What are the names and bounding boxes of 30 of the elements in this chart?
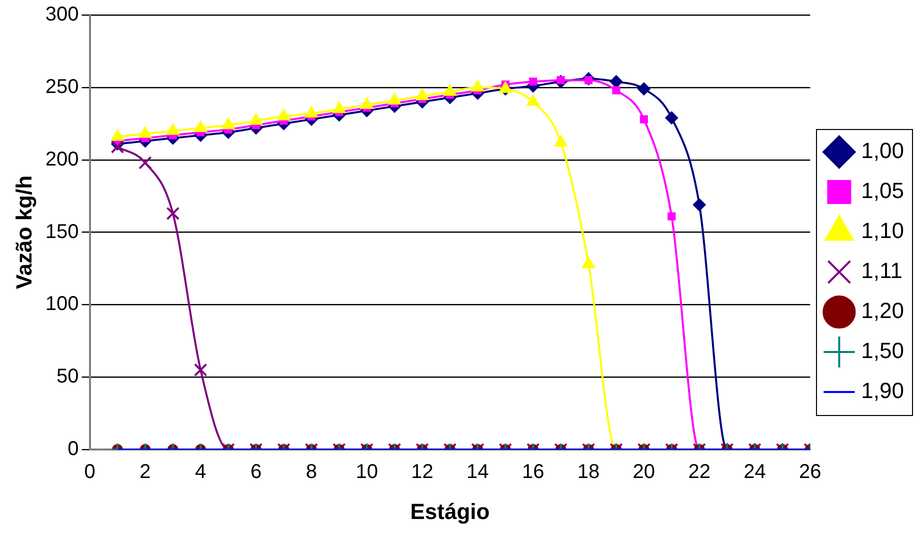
legend-label: 1,90: [861, 378, 904, 404]
x-tick-label: 26: [799, 461, 822, 484]
legend-label: 1,20: [861, 298, 904, 324]
y-tick-label: 150: [45, 220, 79, 243]
legend-label: 1,11: [861, 258, 902, 284]
y-tick-label: 0: [68, 438, 79, 460]
y-tick-label: 250: [45, 76, 79, 98]
x-tick-label: 22: [688, 461, 710, 484]
x-tick-label: 4: [195, 461, 206, 484]
x-tick-label: 6: [250, 461, 262, 484]
y-tick-label: 50: [56, 366, 79, 388]
x-tick-label: 8: [306, 461, 317, 484]
legend-label: 1,50: [861, 338, 904, 364]
y-tick-label: 100: [45, 293, 79, 316]
legend-label: 1,00: [861, 138, 904, 164]
y-tick-label: 200: [45, 148, 79, 170]
x-tick-label: 20: [632, 461, 656, 484]
legend-label: 1,05: [861, 178, 904, 204]
x-tick-label: 2: [140, 461, 151, 484]
x-tick-label: 24: [744, 461, 766, 484]
x-tick-label: 16: [522, 461, 544, 484]
legend-label: 1,10: [861, 218, 904, 244]
y-axis-title: Vazão kg/h: [11, 175, 36, 290]
x-axis-title: Estágio: [410, 498, 490, 524]
x-tick-label: 14: [466, 461, 489, 484]
x-tick-label: 0: [84, 461, 96, 484]
x-tick-label: 18: [577, 461, 600, 484]
x-tick-label: 12: [411, 461, 434, 484]
x-tick-label: 10: [356, 461, 378, 484]
y-tick-label: 300: [45, 4, 79, 26]
